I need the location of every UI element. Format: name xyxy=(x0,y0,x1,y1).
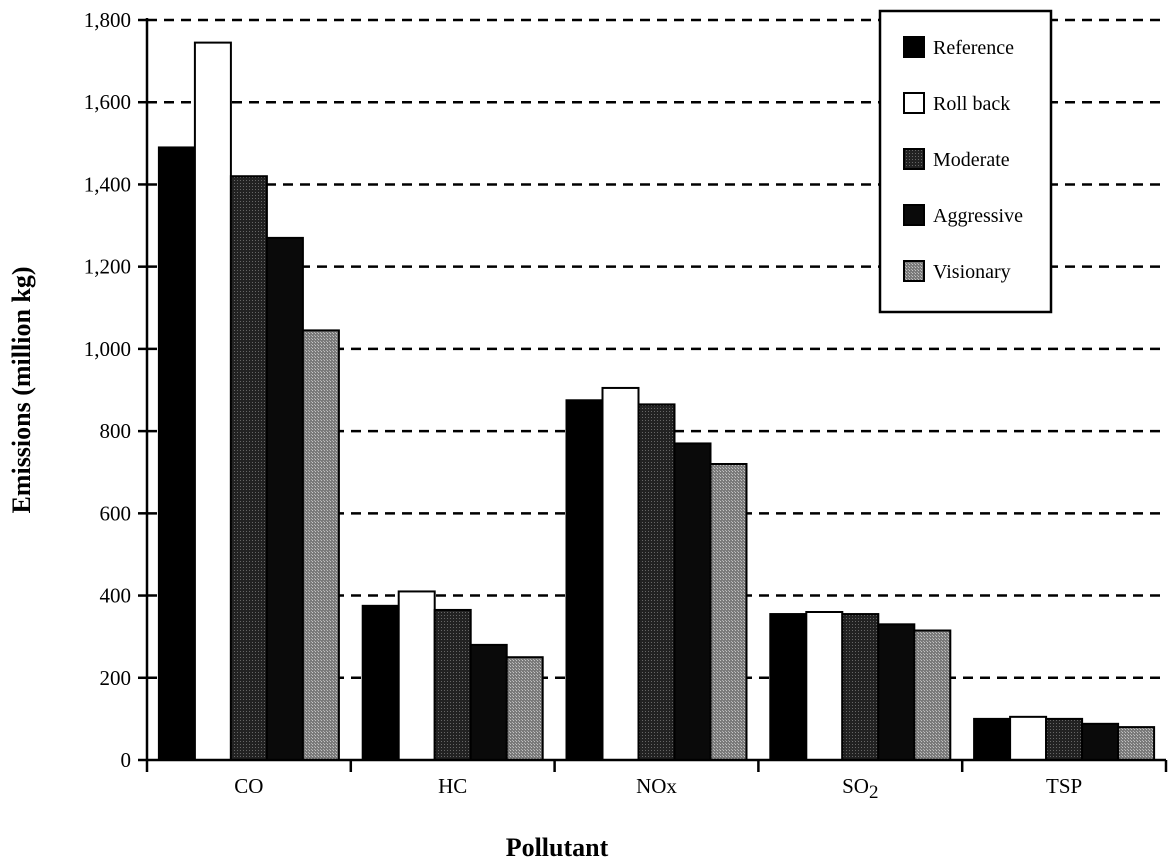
bar-visionary-nox xyxy=(709,463,748,761)
legend-swatch xyxy=(903,36,925,58)
bar-aggressive-so2 xyxy=(877,623,916,761)
bar-moderate-hc xyxy=(433,608,472,762)
axes xyxy=(145,18,1166,762)
legend-label: Aggressive xyxy=(933,205,1023,227)
bar-moderate-tsp xyxy=(1045,717,1084,762)
bar-reference-co xyxy=(157,146,196,761)
bar-roll-back-hc xyxy=(397,590,436,762)
x-tick-label: NOx xyxy=(636,774,677,798)
legend-swatch xyxy=(903,92,925,114)
y-tick-label: 1,800 xyxy=(84,8,131,32)
bar-visionary-hc xyxy=(505,656,544,762)
bar-moderate-so2 xyxy=(841,613,880,761)
bar-aggressive-tsp xyxy=(1081,722,1120,761)
legend-swatch xyxy=(903,148,925,170)
x-tick-label: HC xyxy=(438,774,467,798)
bar-roll-back-co xyxy=(193,41,232,762)
legend: Reference Roll back Moderate Aggressive Visi… xyxy=(878,9,1053,314)
bar-aggressive-hc xyxy=(469,643,508,762)
bar-roll-back-so2 xyxy=(805,611,844,761)
legend-label: Visionary xyxy=(933,261,1011,283)
y-tick-label: 1,200 xyxy=(84,255,131,279)
x-axis-title: Pollutant xyxy=(506,833,609,862)
bar-moderate-co xyxy=(229,175,268,761)
x-tick-label: TSP xyxy=(1046,774,1082,798)
bar-roll-back-nox xyxy=(601,386,640,761)
legend-label: Moderate xyxy=(933,149,1010,171)
bar-visionary-tsp xyxy=(1117,726,1156,761)
y-tick-label: 600 xyxy=(100,501,132,525)
legend-swatch xyxy=(903,204,925,226)
x-tick-label: CO xyxy=(234,774,263,798)
bar-reference-hc xyxy=(361,604,400,761)
legend-label: Roll back xyxy=(933,93,1010,115)
bar-reference-tsp xyxy=(973,717,1012,762)
bar-visionary-so2 xyxy=(913,629,952,761)
y-axis-title: Emissions (million kg) xyxy=(7,266,36,513)
x-tick-label: SO2 xyxy=(842,774,878,803)
y-tick-label: 1,000 xyxy=(84,337,131,361)
y-tick-label: 400 xyxy=(100,584,132,608)
legend-swatch xyxy=(903,260,925,282)
y-tick-label: 1,400 xyxy=(84,172,131,196)
bar-aggressive-co xyxy=(265,236,304,761)
x-tick-labels: CO HC NOx SO2 TSP xyxy=(145,760,1168,803)
y-tick-label: 0 xyxy=(121,748,132,772)
bar-aggressive-nox xyxy=(673,442,712,761)
y-tick-label: 1,600 xyxy=(84,90,131,114)
bar-reference-so2 xyxy=(769,613,808,761)
y-tick-label: 200 xyxy=(100,666,132,690)
legend-label: Reference xyxy=(933,37,1014,59)
bars xyxy=(157,41,1156,762)
y-tick-labels: 0 200 400 600 800 1,000 1,200 1,400 1,600 1,800 xyxy=(84,8,147,772)
bar-visionary-co xyxy=(301,329,340,761)
bar-moderate-nox xyxy=(637,403,676,761)
bar-roll-back-tsp xyxy=(1009,715,1048,761)
y-tick-label: 800 xyxy=(100,419,132,443)
bar-reference-nox xyxy=(565,399,604,761)
